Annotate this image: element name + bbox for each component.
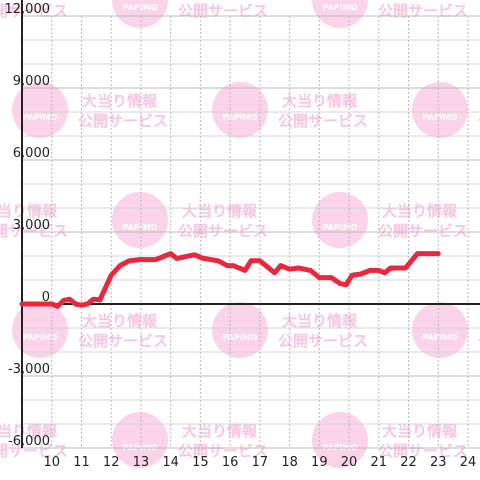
watermark-text: 公開サービス	[278, 112, 368, 130]
watermark-logo	[212, 82, 268, 138]
watermark-logo-text: PAPIMO	[223, 113, 258, 122]
y-tick-label: 0	[42, 290, 50, 305]
watermark-logo-text: PAPIMO	[323, 3, 358, 12]
y-tick-label: -3,000	[8, 362, 50, 377]
watermark-text: 公開サービス	[378, 222, 468, 240]
watermark-text: 公開サービス	[178, 2, 268, 20]
watermark-text: 公開サービス	[178, 442, 268, 460]
watermark-text: 公開サービス	[478, 332, 480, 350]
watermark-text: 公開サービス	[0, 442, 68, 460]
watermark-logo	[112, 412, 168, 468]
watermark-logo-text: PAPIMO	[323, 223, 358, 232]
watermark-logo	[212, 302, 268, 358]
watermark-logo	[312, 0, 368, 28]
watermark-text: 公開サービス	[378, 2, 468, 20]
watermark-logo-text: PAPIMO	[223, 333, 258, 342]
watermark-logo	[312, 192, 368, 248]
y-tick-label: 3,000	[13, 218, 50, 233]
x-tick-label: 23	[430, 455, 447, 470]
x-tick-label: 17	[252, 455, 269, 470]
watermark-text: 公開サービス	[278, 332, 368, 350]
watermark-text: 大当り情報	[382, 202, 458, 220]
watermark-text: 大当り情報	[182, 422, 258, 440]
x-tick-label: 11	[73, 455, 90, 470]
watermark-text: 大当り情報	[82, 312, 158, 330]
watermark-logo	[312, 412, 368, 468]
watermark-logo-text: PAPIMO	[123, 223, 158, 232]
watermark-text: 公開サービス	[478, 112, 480, 130]
watermark-logo-text: PAPIMO	[23, 333, 58, 342]
watermark-text: 大当り情報	[282, 312, 358, 330]
x-tick-label: 16	[222, 455, 239, 470]
watermark-text: 公開サービス	[78, 112, 168, 130]
x-tick-label: 19	[311, 455, 328, 470]
watermark-logo-text: PAPIMO	[423, 333, 458, 342]
watermark-text: 大当り情報	[382, 422, 458, 440]
plot: -6,000 -3,000 0 3,000 6,000 9,000 12,000 10 11 12…	[5, 2, 477, 470]
watermark-text: 大当り情報	[82, 92, 158, 110]
watermark-logo	[12, 82, 68, 138]
watermark-logo	[412, 82, 468, 138]
watermark-logo	[12, 302, 68, 358]
watermark-text: 大当り情報	[182, 202, 258, 220]
y-tick-label: 12,000	[5, 2, 51, 17]
x-tick-label: 14	[162, 455, 179, 470]
x-tick-label: 22	[400, 455, 417, 470]
watermark: PAPIMO大当り情報公開サービスPAPIMO大当り情報公開サービスPAPIMO…	[0, 0, 480, 468]
watermark-text: 大当り情報	[0, 202, 58, 220]
x-tick-label: 20	[341, 455, 358, 470]
watermark-text: 公開サービス	[78, 332, 168, 350]
x-tick-label: 18	[281, 455, 298, 470]
watermark-text: 大当り情報	[0, 422, 58, 440]
watermark-text: 公開サービス	[0, 222, 68, 240]
watermark-logo	[112, 192, 168, 248]
watermark-logo-text: PAPIMO	[123, 3, 158, 12]
watermark-logo-text: PAPIMO	[423, 113, 458, 122]
grid	[21, 0, 480, 449]
watermark-text: 公開サービス	[178, 222, 268, 240]
watermark-logo	[112, 0, 168, 28]
y-tick-label: 6,000	[13, 146, 50, 161]
watermark-logo	[412, 302, 468, 358]
y-tick-label: 9,000	[13, 74, 50, 89]
watermark-logo-text: PAPIMO	[23, 113, 58, 122]
y-tick-label: -6,000	[8, 434, 50, 449]
x-tick-label: 15	[192, 455, 209, 470]
data-line	[19, 251, 441, 309]
x-tick-label: 24	[460, 455, 477, 470]
x-tick-label: 21	[371, 455, 388, 470]
x-tick-label: 13	[133, 455, 150, 470]
watermark-text: 公開サービス	[378, 442, 468, 460]
x-tick-label: 12	[103, 455, 120, 470]
watermark-text: 大当り情報	[282, 92, 358, 110]
x-tick-label: 10	[43, 455, 60, 470]
